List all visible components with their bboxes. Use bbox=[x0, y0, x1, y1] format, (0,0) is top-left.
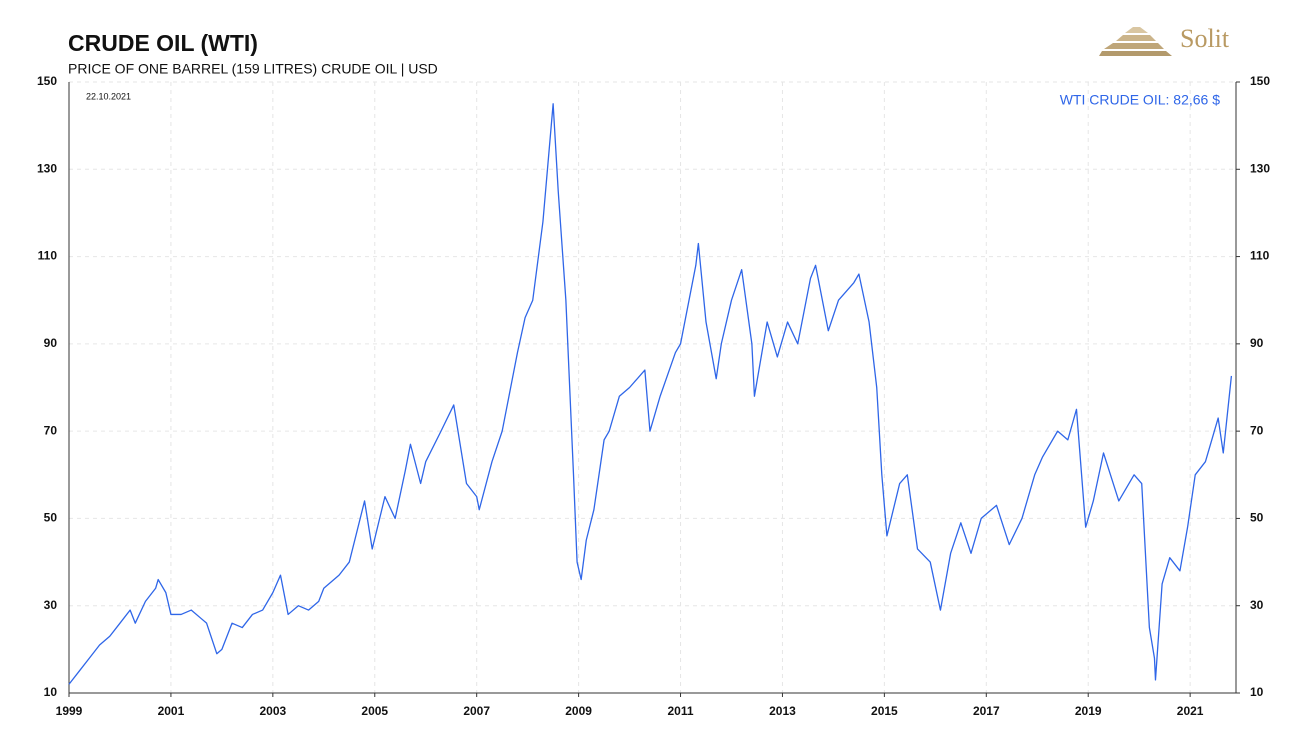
y2-tick-label: 110 bbox=[1250, 249, 1270, 263]
y-tick-label: 110 bbox=[38, 249, 58, 263]
chart-subtitle: PRICE OF ONE BARREL (159 LITRES) CRUDE O… bbox=[68, 61, 438, 77]
y-tick-label: 30 bbox=[44, 598, 58, 612]
legend-label: WTI CRUDE OIL: 82,66 $ bbox=[1060, 92, 1220, 108]
y-tick-label: 70 bbox=[44, 423, 58, 437]
x-tick-label: 2015 bbox=[871, 704, 898, 718]
y2-tick-label: 130 bbox=[1250, 161, 1270, 175]
logo-mark bbox=[1099, 27, 1172, 56]
y-tick-label: 50 bbox=[44, 511, 58, 525]
y2-tick-label: 10 bbox=[1250, 685, 1264, 699]
x-tick-label: 2011 bbox=[668, 704, 694, 718]
x-tick-label: 2021 bbox=[1177, 704, 1204, 718]
x-tick-label: 2019 bbox=[1075, 704, 1102, 718]
y2-tick-label: 150 bbox=[1250, 74, 1270, 88]
y-tick-label: 90 bbox=[44, 336, 58, 350]
y-tick-label: 150 bbox=[37, 74, 57, 88]
x-tick-label: 2017 bbox=[973, 704, 1000, 718]
x-tick-label: 1999 bbox=[56, 704, 83, 718]
x-tick-label: 2013 bbox=[769, 704, 796, 718]
y2-tick-label: 50 bbox=[1250, 511, 1264, 525]
annotation: 22.10.2021 bbox=[86, 91, 131, 101]
y2-tick-label: 90 bbox=[1250, 336, 1264, 350]
y2-tick-label: 30 bbox=[1250, 598, 1264, 612]
y-tick-label: 10 bbox=[44, 685, 58, 699]
x-tick-label: 2003 bbox=[259, 704, 286, 718]
y2-tick-label: 70 bbox=[1250, 423, 1264, 437]
logo-text: Solit bbox=[1180, 24, 1230, 53]
x-tick-label: 2009 bbox=[565, 704, 592, 718]
y-tick-label: 130 bbox=[37, 161, 57, 175]
x-tick-label: 2001 bbox=[158, 704, 185, 718]
x-tick-label: 2007 bbox=[463, 704, 490, 718]
x-tick-label: 2005 bbox=[361, 704, 388, 718]
price-line bbox=[68, 103, 1233, 685]
chart-title: CRUDE OIL (WTI) bbox=[68, 30, 258, 56]
